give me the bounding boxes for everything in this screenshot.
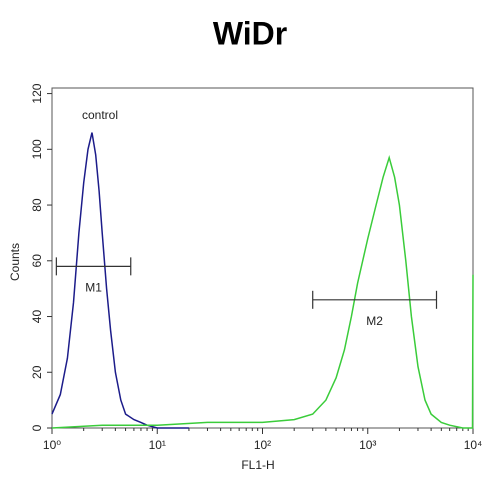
y-tick-label: 120 [30, 83, 44, 103]
y-tick-label: 20 [30, 365, 44, 379]
gate-label: M2 [366, 314, 383, 328]
gate-label: M1 [85, 281, 102, 295]
annotation: control [82, 108, 118, 122]
y-tick-label: 80 [30, 198, 44, 212]
x-tick-label: 10⁰ [43, 438, 61, 452]
x-tick-label: 10³ [359, 438, 376, 452]
x-tick-label: 10² [254, 438, 271, 452]
x-tick-label: 10¹ [149, 438, 166, 452]
histogram-line [51, 155, 474, 429]
y-tick-label: 0 [30, 424, 44, 431]
y-tick-label: 100 [30, 139, 44, 159]
x-tick-label: 10⁴ [464, 438, 483, 452]
y-tick-label: 40 [30, 310, 44, 324]
y-axis-label: Counts [8, 243, 22, 281]
histogram-line [51, 132, 189, 429]
y-tick-label: 60 [30, 254, 44, 268]
chart-title: WiDr [213, 15, 287, 51]
x-axis-label: FL1-H [241, 458, 274, 472]
plot-frame [51, 87, 474, 429]
